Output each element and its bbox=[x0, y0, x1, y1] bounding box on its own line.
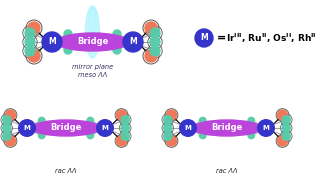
Circle shape bbox=[64, 30, 72, 38]
Text: M: M bbox=[101, 125, 108, 131]
Circle shape bbox=[28, 50, 40, 62]
Circle shape bbox=[166, 110, 177, 120]
Ellipse shape bbox=[193, 120, 261, 136]
Text: Ir$^{\mathbf{III}}$, Ru$^{\mathbf{II}}$, Os$^{\mathbf{II}}$, Rh$^{\mathbf{II}}$: Ir$^{\mathbf{III}}$, Ru$^{\mathbf{II}}$,… bbox=[226, 31, 317, 45]
Circle shape bbox=[87, 132, 94, 139]
Circle shape bbox=[42, 32, 62, 52]
Circle shape bbox=[123, 32, 143, 52]
Circle shape bbox=[199, 132, 206, 139]
Circle shape bbox=[282, 124, 291, 132]
Text: mirror plane: mirror plane bbox=[72, 64, 114, 70]
Text: M: M bbox=[263, 125, 269, 131]
Circle shape bbox=[166, 136, 177, 146]
Circle shape bbox=[282, 132, 291, 140]
Circle shape bbox=[97, 120, 113, 136]
Text: M: M bbox=[48, 37, 56, 46]
Circle shape bbox=[25, 37, 35, 47]
Circle shape bbox=[64, 46, 72, 54]
Text: Bridge: Bridge bbox=[211, 123, 243, 132]
Ellipse shape bbox=[85, 6, 100, 58]
Circle shape bbox=[121, 132, 129, 140]
Circle shape bbox=[150, 37, 160, 47]
Text: Bridge: Bridge bbox=[77, 37, 108, 46]
Circle shape bbox=[164, 132, 172, 140]
Text: M: M bbox=[129, 37, 137, 46]
Text: rac ΛΛ: rac ΛΛ bbox=[216, 168, 238, 174]
Circle shape bbox=[150, 46, 160, 56]
Circle shape bbox=[199, 117, 206, 124]
Circle shape bbox=[150, 28, 160, 38]
Circle shape bbox=[195, 29, 213, 47]
Circle shape bbox=[248, 132, 255, 139]
Circle shape bbox=[3, 124, 11, 132]
Text: =: = bbox=[217, 33, 226, 43]
Text: M: M bbox=[185, 125, 191, 131]
Circle shape bbox=[145, 50, 157, 62]
Circle shape bbox=[121, 124, 129, 132]
Circle shape bbox=[39, 117, 45, 124]
Circle shape bbox=[180, 120, 196, 136]
Circle shape bbox=[248, 117, 255, 124]
Text: meso ΛΛ: meso ΛΛ bbox=[78, 72, 108, 78]
Circle shape bbox=[87, 117, 94, 124]
Text: M: M bbox=[200, 33, 208, 42]
Circle shape bbox=[3, 116, 11, 124]
Ellipse shape bbox=[89, 7, 97, 37]
Circle shape bbox=[258, 120, 274, 136]
Text: rac ΛΛ: rac ΛΛ bbox=[55, 168, 77, 174]
Text: M: M bbox=[23, 125, 30, 131]
Circle shape bbox=[117, 110, 126, 120]
Circle shape bbox=[113, 46, 121, 54]
Circle shape bbox=[25, 28, 35, 38]
Circle shape bbox=[39, 132, 45, 139]
Circle shape bbox=[5, 110, 15, 120]
Circle shape bbox=[5, 136, 15, 146]
Circle shape bbox=[117, 136, 126, 146]
Circle shape bbox=[28, 22, 40, 34]
Circle shape bbox=[19, 120, 35, 136]
Circle shape bbox=[3, 132, 11, 140]
Circle shape bbox=[277, 136, 288, 146]
Circle shape bbox=[113, 30, 121, 38]
Ellipse shape bbox=[57, 33, 128, 51]
Ellipse shape bbox=[32, 120, 100, 136]
Circle shape bbox=[164, 116, 172, 124]
Circle shape bbox=[282, 116, 291, 124]
Circle shape bbox=[25, 46, 35, 56]
Circle shape bbox=[277, 110, 288, 120]
Circle shape bbox=[121, 116, 129, 124]
Circle shape bbox=[164, 124, 172, 132]
Circle shape bbox=[145, 22, 157, 34]
Text: Bridge: Bridge bbox=[50, 123, 82, 132]
